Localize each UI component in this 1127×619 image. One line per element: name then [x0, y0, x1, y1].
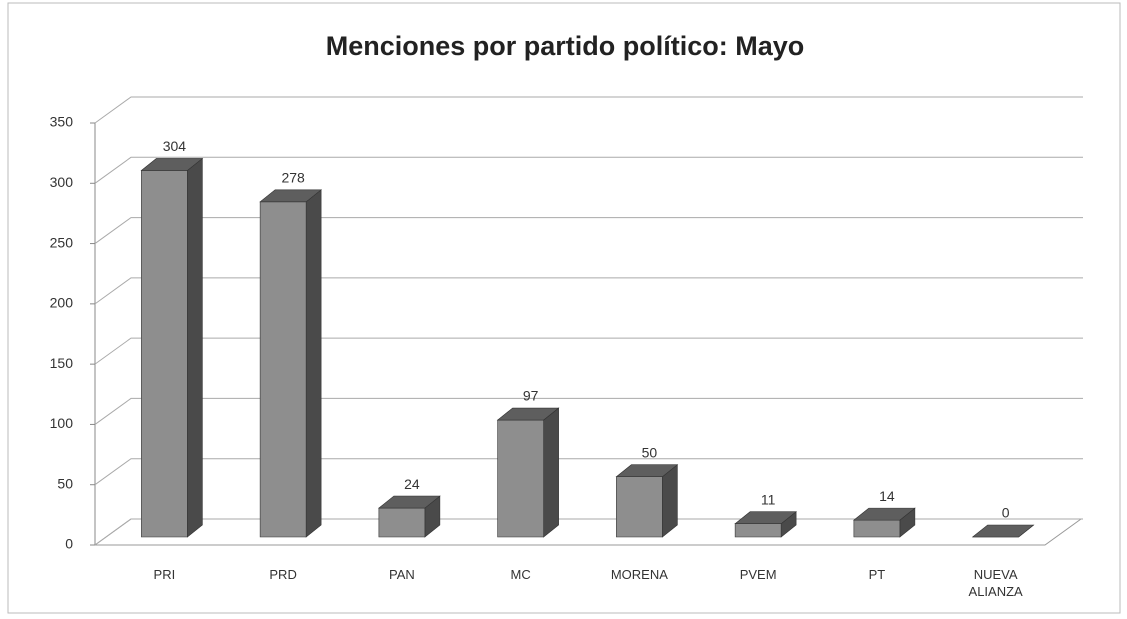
bar-front	[853, 519, 901, 538]
y-tick-label: 150	[50, 355, 74, 371]
bar	[853, 507, 916, 538]
data-label: 304	[163, 138, 187, 154]
y-tick-label: 250	[50, 234, 74, 250]
x-tick-label: MORENA	[610, 567, 668, 582]
floor	[93, 518, 1083, 546]
x-tick-label: PAN	[388, 567, 415, 582]
x-tick-label: NUEVA ALIANZA	[968, 567, 1023, 599]
bar-front	[141, 170, 188, 538]
bar-top	[853, 507, 916, 521]
y-tick-label: 200	[50, 295, 74, 311]
y-tick-label: 50	[57, 475, 73, 491]
bar-top	[140, 158, 204, 171]
bar	[496, 407, 560, 538]
y-tick-label: 300	[50, 174, 74, 190]
x-tick-label: PT	[868, 567, 886, 582]
grid-line	[94, 397, 1083, 425]
bar-front	[378, 507, 426, 538]
bar-front	[616, 476, 663, 538]
x-tick-label: PRI	[153, 567, 176, 582]
bar-side	[543, 407, 559, 538]
bar-side	[187, 157, 203, 538]
grid-line	[94, 458, 1083, 486]
data-label: 278	[281, 170, 305, 186]
y-tick-label: 0	[65, 536, 73, 552]
bar-top	[615, 464, 679, 478]
bar	[378, 495, 441, 538]
data-label: 50	[642, 444, 658, 460]
grid-line	[94, 277, 1083, 305]
x-tick-label: PVEM	[739, 567, 777, 582]
grid-line	[94, 217, 1083, 244]
data-label: 0	[1002, 505, 1010, 521]
bar-front	[734, 523, 782, 538]
bar-top	[259, 189, 322, 203]
x-tick-label: PRD	[269, 567, 297, 582]
grid-line	[94, 337, 1083, 365]
y-tick-label: 350	[50, 114, 74, 130]
bar-side	[662, 464, 678, 538]
bar-top	[496, 407, 560, 421]
bar-top	[971, 524, 1035, 538]
chart-title: Menciones por partido político: Mayo	[326, 31, 805, 61]
y-tick-label: 100	[50, 415, 74, 431]
bar-front	[497, 419, 544, 538]
grid-line	[94, 96, 1083, 124]
grid-line	[94, 156, 1083, 184]
data-label: 97	[523, 388, 539, 404]
data-label: 11	[761, 491, 776, 507]
data-label: 14	[879, 488, 895, 504]
bar-front	[259, 201, 307, 538]
data-label: 24	[404, 476, 420, 492]
bar	[140, 157, 204, 538]
bar-top	[734, 511, 797, 525]
bar	[734, 511, 797, 538]
bar-side	[305, 189, 322, 538]
x-tick-label: MC	[510, 567, 531, 582]
bar-top	[378, 495, 441, 509]
bar	[615, 464, 679, 538]
bar	[259, 189, 322, 538]
bar	[971, 524, 1035, 538]
